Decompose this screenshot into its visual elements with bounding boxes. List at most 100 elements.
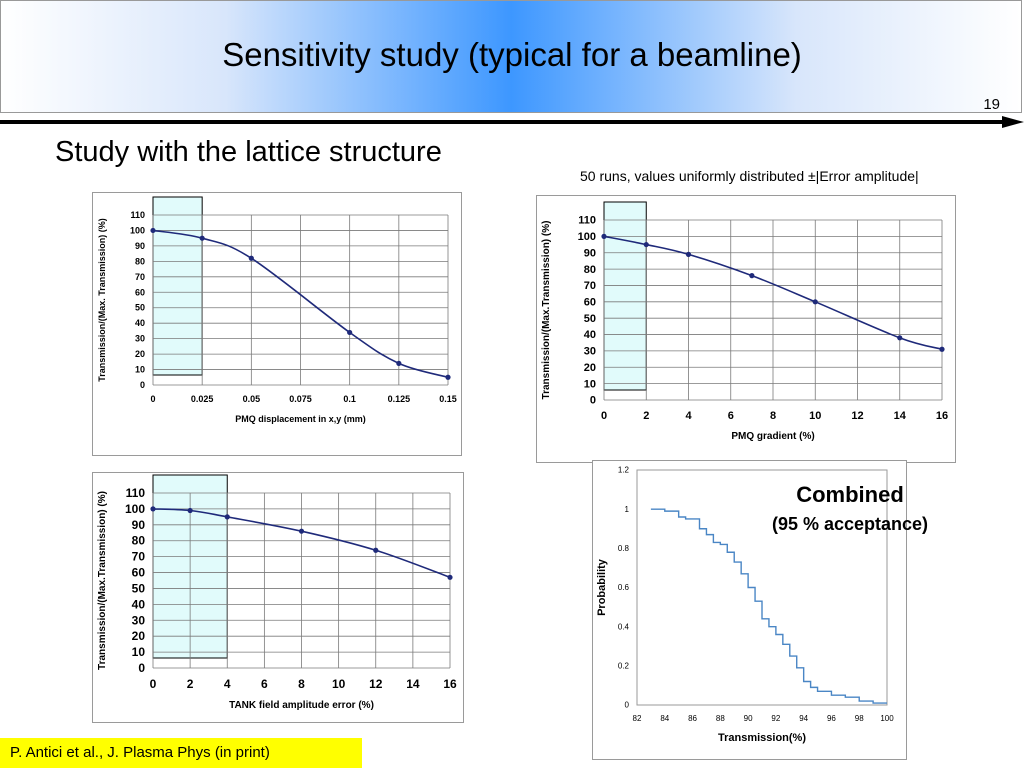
pmq-gradient-ytick-label: 90 <box>584 247 596 259</box>
pmq-gradient-xtick-label: 16 <box>936 410 948 422</box>
combined-cdf-ytick-label: 1 <box>625 505 630 514</box>
tank-field-x-axis-label: TANK field amplitude error (%) <box>229 700 374 711</box>
tank-field-xtick-label: 2 <box>187 677 194 691</box>
pmq-displacement-data-point <box>396 360 402 366</box>
pmq-displacement-xtick-label: 0.125 <box>388 394 411 404</box>
chart-pmq-displacement: 0 10 20 30 40 50 60 70 80 90 100 110 0 0.025 0.05 0.075… <box>92 192 462 456</box>
pmq-gradient-ytick-label: 40 <box>584 329 596 341</box>
tank-field-ytick-label: 30 <box>132 613 146 627</box>
tank-field-data-point <box>298 528 305 534</box>
combined-cdf-xtick-label: 100 <box>880 714 894 723</box>
chart-combined-cdf: 0 0.2 0.4 0.6 0.8 1 1.2 82 84 86 88 90 92 94 96 98 100 Tr… <box>592 460 907 760</box>
pmq-gradient-ytick-label: 50 <box>584 313 596 325</box>
combined-cdf-xtick-label: 96 <box>827 714 836 723</box>
combined-cdf-ytick-label: 0.4 <box>618 622 630 631</box>
tank-field-xtick-label: 10 <box>332 677 346 691</box>
citation: P. Antici et al., J. Plasma Phys (in pri… <box>0 738 362 768</box>
chart-tank-field: 0 10 20 30 40 50 60 70 80 90 100 110 0 2 4 6 8 10 12 14 16 TA… <box>92 472 464 723</box>
combined-cdf-xtick-label: 82 <box>633 714 642 723</box>
pmq-gradient-data-point <box>685 251 692 257</box>
pmq-displacement-xtick-label: 0.075 <box>289 394 312 404</box>
chart-combined-cdf-svg: 0 0.2 0.4 0.6 0.8 1 1.2 82 84 86 88 90 92 94 96 98 100 Tr… <box>596 466 894 744</box>
slide-title: Sensitivity study (typical for a beamlin… <box>222 36 802 73</box>
tank-field-ytick-label: 90 <box>132 518 146 532</box>
tank-field-data-point <box>447 574 453 580</box>
pmq-gradient-xtick-label: 10 <box>809 410 821 422</box>
pmq-gradient-highlight-box <box>603 201 647 391</box>
tank-field-ytick-label: 80 <box>132 534 146 548</box>
pmq-gradient-ytick-label: 70 <box>584 280 596 292</box>
pmq-displacement-ytick-label: 20 <box>135 349 145 359</box>
tank-field-ytick-label: 0 <box>138 661 145 675</box>
combined-cdf-ytick-label: 0.6 <box>618 583 630 592</box>
combined-cdf-ytick-label: 1.2 <box>618 466 630 475</box>
tank-field-ytick-label: 100 <box>125 502 145 516</box>
slide-number: 19 <box>983 96 1000 113</box>
runs-note: 50 runs, values uniformly distributed ±|… <box>580 168 919 184</box>
slide-subtitle: Study with the lattice structure <box>55 136 442 168</box>
pmq-gradient-ytick-label: 0 <box>590 395 596 407</box>
pmq-gradient-data-point <box>643 241 649 248</box>
pmq-displacement-ytick-label: 80 <box>135 256 145 266</box>
title-rule-line <box>0 120 1004 124</box>
tank-field-data-point <box>224 514 230 520</box>
tank-field-xtick-label: 4 <box>224 677 231 691</box>
pmq-displacement-xtick-label: 0.05 <box>243 394 261 404</box>
combined-cdf-xtick-label: 86 <box>688 714 697 723</box>
pmq-gradient-data-point <box>749 273 755 279</box>
pmq-gradient-ytick-label: 60 <box>584 296 596 308</box>
tank-field-xtick-label: 14 <box>406 677 420 691</box>
pmq-displacement-data-point <box>150 227 156 234</box>
combined-cdf-xtick-label: 84 <box>660 714 669 723</box>
tank-field-ytick-label: 10 <box>132 645 146 659</box>
pmq-gradient-ytick-label: 100 <box>578 231 596 243</box>
pmq-gradient-data-point <box>939 346 945 352</box>
tank-field-xtick-label: 8 <box>298 677 305 691</box>
tank-field-data-point <box>187 507 193 514</box>
chart-pmq-displacement-svg: 0 10 20 30 40 50 60 70 80 90 100 110 0 0.025 0.05 0.075… <box>97 196 457 424</box>
combined-acceptance-label: (95 % acceptance) <box>771 514 929 534</box>
combined-cdf-x-axis-label: Transmission(%) <box>718 732 806 744</box>
pmq-gradient-xtick-label: 6 <box>728 410 734 422</box>
combined-cdf-ytick-label: 0 <box>625 701 630 710</box>
pmq-displacement-data-point <box>248 255 254 261</box>
pmq-gradient-data-point <box>897 335 903 341</box>
pmq-gradient-ytick-label: 80 <box>584 264 596 276</box>
title-bar <box>0 0 1022 113</box>
pmq-displacement-ytick-label: 30 <box>135 334 145 344</box>
pmq-displacement-ytick-label: 110 <box>130 210 145 220</box>
pmq-displacement-ytick-label: 10 <box>135 365 145 375</box>
combined-cdf-series-line <box>650 508 887 704</box>
pmq-gradient-xtick-label: 2 <box>643 410 649 422</box>
pmq-displacement-data-point <box>445 374 451 380</box>
tank-field-y-axis-label: Transmission/(Max.Transmission) (%) <box>97 491 108 670</box>
tank-field-xtick-label: 0 <box>150 677 157 691</box>
pmq-displacement-highlight-box <box>152 196 203 376</box>
chart-pmq-gradient-svg: 0 10 20 30 40 50 60 70 80 90 100 110 0 2 4 6 8 10 12 14 16 PM… <box>541 201 948 442</box>
pmq-displacement-ytick-label: 0 <box>140 380 145 390</box>
tank-field-data-point <box>150 506 156 512</box>
tank-field-ytick-label: 110 <box>126 486 146 500</box>
pmq-gradient-data-point <box>601 233 607 239</box>
pmq-displacement-ytick-label: 90 <box>135 241 145 251</box>
combined-cdf-ytick-label: 0.8 <box>618 544 630 553</box>
combined-cdf-plot-frame <box>636 469 888 706</box>
tank-field-xtick-label: 6 <box>261 677 268 691</box>
chart-pmq-gradient: 0 10 20 30 40 50 60 70 80 90 100 110 0 2 4 6 8 10 12 14 16 PM… <box>536 195 956 463</box>
pmq-displacement-ytick-label: 50 <box>135 303 145 313</box>
pmq-displacement-xtick-label: 0 <box>150 394 155 404</box>
title-rule-arrow <box>0 116 1024 128</box>
combined-cdf-xtick-label: 90 <box>744 714 753 723</box>
title-rule-arrowhead <box>1002 116 1024 128</box>
combined-cdf-xtick-label: 94 <box>799 714 808 723</box>
pmq-gradient-x-axis-label: PMQ gradient (%) <box>731 431 814 442</box>
pmq-gradient-xtick-label: 4 <box>685 410 692 422</box>
pmq-gradient-data-point <box>812 299 818 305</box>
pmq-displacement-data-point <box>347 329 353 336</box>
pmq-displacement-ytick-label: 40 <box>135 318 145 328</box>
pmq-displacement-ytick-label: 60 <box>135 287 145 297</box>
pmq-gradient-ytick-label: 20 <box>584 362 596 374</box>
combined-cdf-ytick-label: 0.2 <box>618 662 630 671</box>
pmq-gradient-ytick-label: 30 <box>584 346 596 358</box>
